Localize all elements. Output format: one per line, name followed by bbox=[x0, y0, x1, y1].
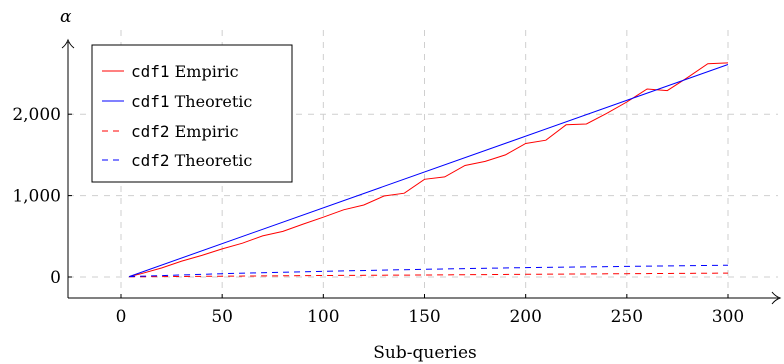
x-axis-arrow bbox=[771, 291, 782, 305]
legend-label-3: cdf2 Empiric bbox=[131, 122, 239, 141]
x-tick-label: 150 bbox=[408, 307, 440, 327]
x-tick-label: 200 bbox=[509, 307, 541, 327]
y-axis-label: α bbox=[60, 7, 72, 27]
series-line-cdf2-theoretic bbox=[129, 264, 729, 278]
legend-code: cdf2 bbox=[131, 122, 170, 141]
legend-code: cdf1 bbox=[131, 62, 170, 81]
legend-label-2: cdf1 Theoretic bbox=[131, 92, 252, 111]
x-tick-label: 0 bbox=[116, 307, 127, 327]
x-tick-label: 250 bbox=[611, 307, 643, 327]
x-tick-label: 100 bbox=[307, 307, 339, 327]
legend-text: Empiric bbox=[170, 62, 239, 81]
legend-label-4: cdf2 Theoretic bbox=[131, 151, 252, 170]
axes bbox=[61, 38, 782, 305]
y-tick-label: 2,000 bbox=[12, 105, 61, 125]
legend-label-1: cdf1 Empiric bbox=[131, 62, 239, 81]
series-line-cdf1-theoretic bbox=[128, 64, 729, 278]
x-tick-label: 50 bbox=[211, 307, 233, 327]
y-axis-arrow bbox=[61, 38, 75, 49]
legend-text: Theoretic bbox=[170, 151, 253, 170]
legend-code: cdf2 bbox=[131, 151, 170, 170]
series-line-cdf2-empiric bbox=[129, 272, 729, 278]
x-tick-label: 300 bbox=[712, 307, 744, 327]
x-axis-label: Sub-queries bbox=[373, 343, 476, 363]
series-layer bbox=[128, 62, 729, 278]
series-line-cdf1-empiric bbox=[128, 62, 729, 278]
y-tick-label: 0 bbox=[50, 268, 61, 288]
legend-code: cdf1 bbox=[131, 92, 170, 111]
legend-box bbox=[91, 44, 293, 183]
tick-labels: 0 50 100 150 200 250 300 0 1,000 2,000 bbox=[12, 105, 744, 327]
legend-text: Empiric bbox=[170, 122, 239, 141]
y-tick-label: 1,000 bbox=[12, 187, 61, 207]
legend-text: Theoretic bbox=[170, 92, 253, 111]
